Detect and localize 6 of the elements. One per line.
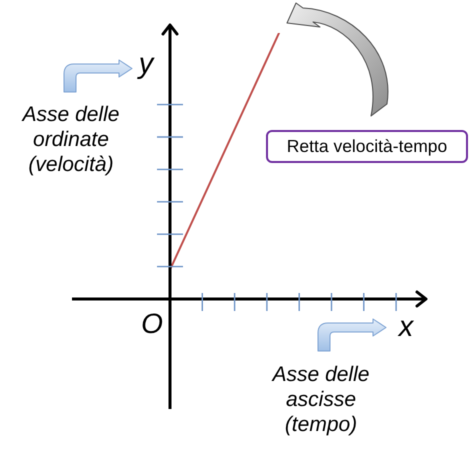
text: Asse delle ordinate (velocità) xyxy=(20,102,120,177)
annotation: Retta velocità-tempo xyxy=(286,136,448,157)
text: O xyxy=(141,308,163,339)
text: Asse delle ascisse (tempo) xyxy=(270,362,370,437)
y-axis-title: y xyxy=(136,48,155,80)
x-axis-title: x xyxy=(396,311,415,343)
